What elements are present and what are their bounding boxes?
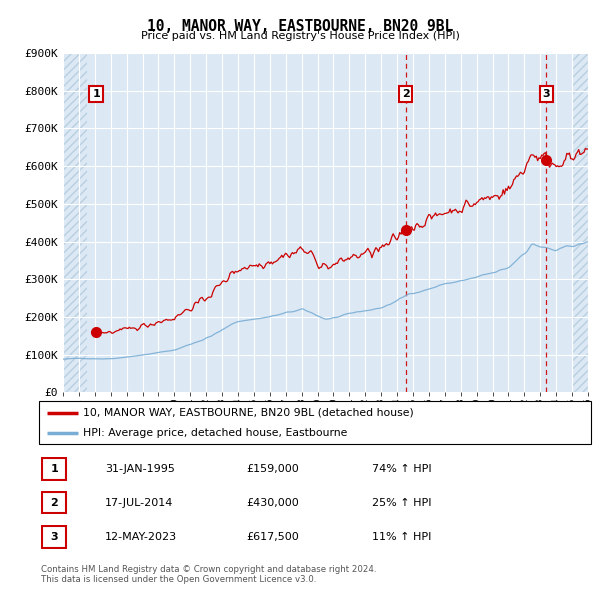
Text: 74% ↑ HPI: 74% ↑ HPI: [372, 464, 431, 474]
Text: 25% ↑ HPI: 25% ↑ HPI: [372, 498, 431, 507]
Text: Price paid vs. HM Land Registry's House Price Index (HPI): Price paid vs. HM Land Registry's House …: [140, 31, 460, 41]
Text: 11% ↑ HPI: 11% ↑ HPI: [372, 532, 431, 542]
Text: £430,000: £430,000: [246, 498, 299, 507]
Text: 17-JUL-2014: 17-JUL-2014: [105, 498, 173, 507]
Text: £617,500: £617,500: [246, 532, 299, 542]
Text: £159,000: £159,000: [246, 464, 299, 474]
FancyBboxPatch shape: [42, 458, 67, 480]
Text: 1: 1: [50, 464, 58, 474]
Bar: [63, 53, 87, 392]
Bar: [572, 53, 588, 392]
Text: HPI: Average price, detached house, Eastbourne: HPI: Average price, detached house, East…: [83, 428, 347, 438]
Text: 10, MANOR WAY, EASTBOURNE, BN20 9BL: 10, MANOR WAY, EASTBOURNE, BN20 9BL: [147, 19, 453, 34]
Text: 3: 3: [50, 532, 58, 542]
Text: 10, MANOR WAY, EASTBOURNE, BN20 9BL (detached house): 10, MANOR WAY, EASTBOURNE, BN20 9BL (det…: [83, 408, 414, 418]
Text: 1: 1: [92, 89, 100, 99]
Text: Contains HM Land Registry data © Crown copyright and database right 2024.
This d: Contains HM Land Registry data © Crown c…: [41, 565, 376, 584]
FancyBboxPatch shape: [39, 401, 591, 444]
FancyBboxPatch shape: [42, 492, 67, 513]
Text: 3: 3: [542, 89, 550, 99]
FancyBboxPatch shape: [42, 526, 67, 548]
Text: 2: 2: [50, 498, 58, 507]
Text: 12-MAY-2023: 12-MAY-2023: [105, 532, 177, 542]
Text: 31-JAN-1995: 31-JAN-1995: [105, 464, 175, 474]
Text: 2: 2: [402, 89, 410, 99]
